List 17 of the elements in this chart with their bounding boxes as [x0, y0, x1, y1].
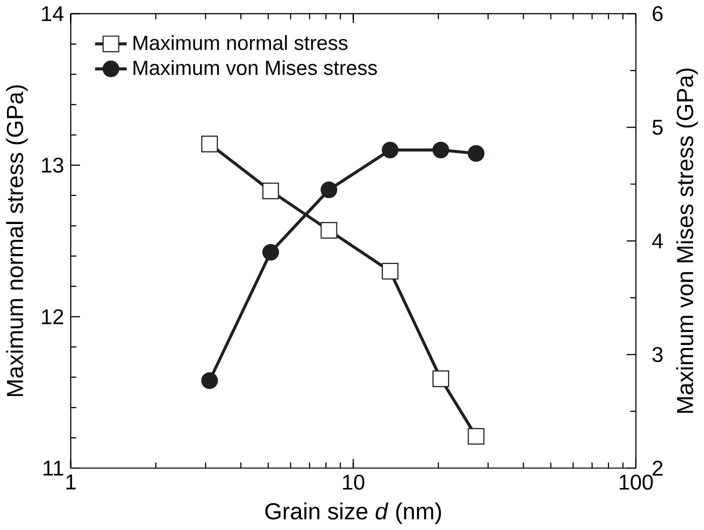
y2-tick-label: 6	[652, 6, 663, 22]
x-tick-label: 1	[66, 474, 76, 490]
legend-label: Maximum normal stress	[134, 35, 348, 50]
y-tick-label: 13	[42, 158, 64, 173]
y2-tick-label: 2	[652, 460, 662, 476]
x-tick-label: 100	[620, 474, 653, 490]
y2-axis-title: Maximum von Mises stress (GPa)	[676, 68, 698, 413]
y-tick-label: 12	[42, 309, 64, 324]
y-tick-label: 11	[44, 460, 64, 476]
legend-label: Maximum von Mises stress	[134, 60, 377, 75]
x-tick-label: 10	[343, 474, 364, 490]
x-axis-title: Grain size d (nm)	[265, 502, 441, 524]
y-tick-label: 14	[42, 6, 64, 21]
y-axis-title: Maximum normal stress (GPa)	[6, 85, 28, 396]
y2-tick-label: 4	[652, 233, 663, 248]
y2-tick-label: 5	[652, 120, 663, 135]
y2-tick-label: 3	[652, 346, 663, 362]
